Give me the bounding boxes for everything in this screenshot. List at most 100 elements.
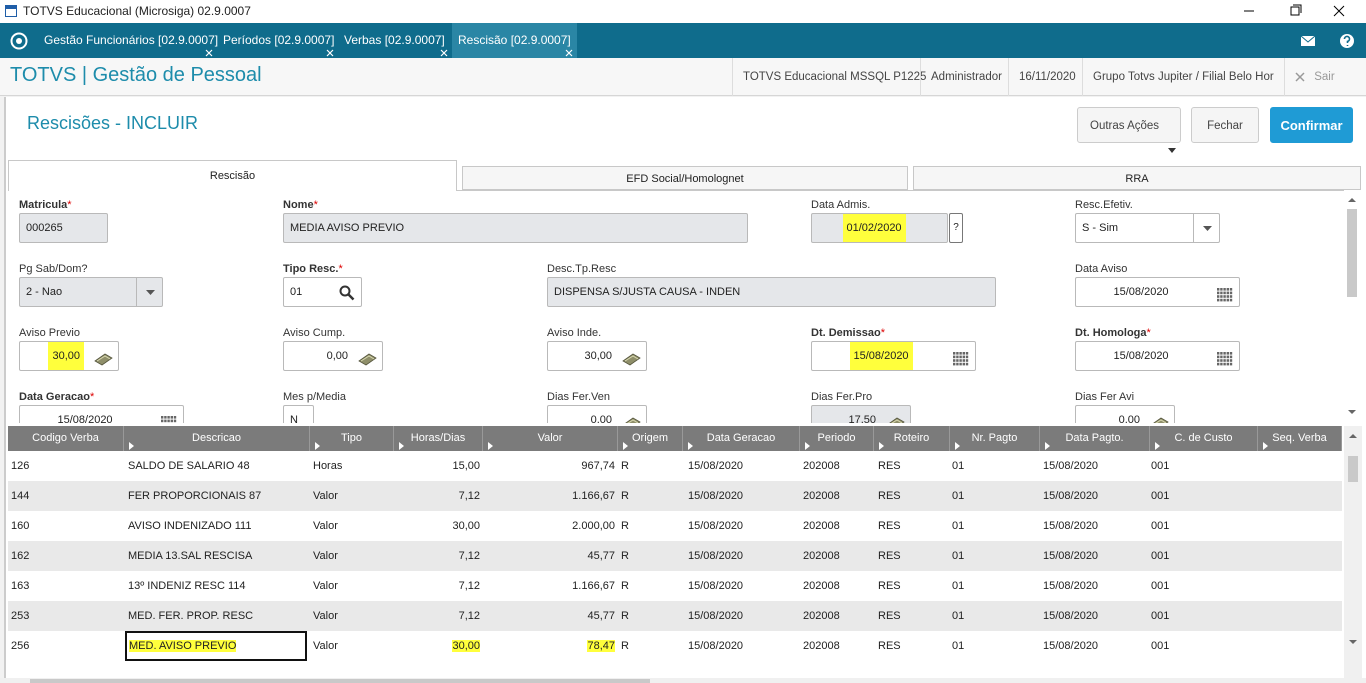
sort-arrow[interactable]: [1155, 435, 1160, 450]
search-icon[interactable]: [339, 284, 355, 301]
cell-text: 202008: [803, 520, 840, 532]
tab-close[interactable]: [440, 36, 448, 57]
label-text: Desc.Tp.Resc: [547, 263, 617, 275]
input-field[interactable]: 30,00: [547, 341, 647, 371]
input-field[interactable]: N: [283, 405, 314, 423]
form-scrollbar[interactable]: [1345, 193, 1359, 421]
grid-row[interactable]: 162 MEDIA 13.SAL RESCISA Valor 7,12 45,77 R 15…: [8, 541, 1342, 571]
column-header[interactable]: C. de Custo: [1150, 426, 1258, 451]
grid-cell: RES: [878, 631, 950, 661]
input-field[interactable]: 01: [283, 277, 362, 307]
sort-arrow[interactable]: [688, 435, 693, 450]
input-value: 2 - Nao: [26, 286, 63, 298]
column-header[interactable]: Data Pagto.: [1040, 426, 1150, 451]
column-header[interactable]: Descricao: [124, 426, 310, 451]
tab-close[interactable]: [326, 36, 334, 57]
grid-cell: 163: [11, 571, 124, 601]
column-header[interactable]: Nr. Pagto: [950, 426, 1040, 451]
sort-arrow[interactable]: [955, 435, 960, 450]
cell-text: 15,00: [452, 460, 480, 472]
form-tab[interactable]: RRA: [913, 166, 1361, 190]
exit-button[interactable]: Sair: [1284, 58, 1366, 96]
grid-row[interactable]: 160 AVISO INDENIZADO 111 Valor 30,00 2.000,0…: [8, 511, 1342, 541]
form-tab[interactable]: Rescisão: [8, 160, 457, 191]
grid-row[interactable]: 144 FER PROPORCIONAIS 87 Valor 7,12 1.166,67…: [8, 481, 1342, 511]
grid-cell: 253: [11, 601, 124, 631]
input-field[interactable]: 15/08/2020: [811, 341, 976, 371]
input-field[interactable]: 15/08/2020: [1075, 341, 1240, 371]
action-button[interactable]: Fechar: [1191, 107, 1259, 143]
column-header[interactable]: Origem: [618, 426, 683, 451]
calendar-icon[interactable]: [1217, 349, 1233, 366]
grid-row[interactable]: 163 13º INDENIZ RESC 114 Valor 7,12 1.166,67…: [8, 571, 1342, 601]
required-mark: *: [89, 391, 95, 403]
tab-close[interactable]: [205, 36, 213, 57]
grid-hscrollbar[interactable]: [0, 678, 1366, 683]
cell-text: Valor: [313, 580, 338, 592]
money-icon[interactable]: [93, 349, 113, 366]
money-icon[interactable]: [621, 349, 641, 366]
column-header[interactable]: Seq. Verba: [1258, 426, 1342, 451]
calendar-icon[interactable]: [161, 413, 177, 423]
cell-text: 15/08/2020: [688, 460, 744, 472]
action-button[interactable]: Outras Ações: [1077, 107, 1181, 153]
column-header[interactable]: Tipo: [310, 426, 394, 451]
input-field[interactable]: 0,00: [1075, 405, 1175, 423]
app-name: TOTVS | Gestão de Pessoal: [10, 64, 262, 86]
column-header[interactable]: Valor: [483, 426, 618, 451]
money-icon[interactable]: [885, 413, 905, 423]
menu-icon[interactable]: [10, 32, 28, 50]
money-icon[interactable]: [621, 413, 641, 423]
column-header[interactable]: Data Geracao: [683, 426, 800, 451]
sort-arrow[interactable]: [129, 435, 134, 450]
select-arrow[interactable]: [136, 278, 163, 306]
money-icon[interactable]: [357, 349, 377, 366]
cell-text: Valor: [313, 520, 338, 532]
tab[interactable]: Rescisão [02.9.0007]: [452, 23, 577, 72]
sort-arrow[interactable]: [805, 435, 810, 450]
tab[interactable]: Gestão Funcionários [02.9.0007]: [38, 23, 218, 58]
tab[interactable]: Verbas [02.9.0007]: [338, 23, 452, 58]
input-field[interactable]: 0,00: [283, 341, 383, 371]
column-header[interactable]: Roteiro: [874, 426, 950, 451]
input-field[interactable]: 0,00: [547, 405, 647, 423]
sort-arrow[interactable]: [1263, 435, 1268, 450]
grid-row[interactable]: 253 MED. FER. PROP. RESC Valor 7,12 45,77 R 15…: [8, 601, 1342, 631]
toolbar-icons[interactable]: [1300, 33, 1360, 49]
select-arrow[interactable]: [1193, 214, 1220, 242]
header-info: Grupo Totvs Jupiter / Filial Belo Hor: [1082, 58, 1274, 96]
grid-cell: MEDIA 13.SAL RESCISA: [128, 541, 310, 571]
input-field[interactable]: 15/08/2020: [1075, 277, 1240, 307]
active-tab-marker[interactable]: [458, 51, 473, 72]
sort-arrow[interactable]: [399, 435, 404, 450]
column-header[interactable]: Horas/Dias: [394, 426, 483, 451]
money-icon[interactable]: [1149, 413, 1169, 423]
sort-arrow[interactable]: [315, 435, 320, 450]
column-header[interactable]: Codigo Verba: [8, 426, 124, 451]
grid-row[interactable]: 126 SALDO DE SALARIO 48 Horas 15,00 967,74 R 1…: [8, 451, 1342, 481]
grid-scrollbar[interactable]: [1344, 426, 1362, 678]
input-field[interactable]: S - Sim: [1075, 213, 1220, 243]
grid-cell: [1261, 601, 1342, 631]
form-tab[interactable]: EFD Social/Homolognet: [462, 166, 908, 190]
action-button[interactable]: Confirmar: [1270, 107, 1353, 143]
grid-cell: Valor: [313, 481, 394, 511]
input-field[interactable]: 15/08/2020: [19, 405, 184, 423]
sort-arrow[interactable]: [623, 435, 628, 450]
dropdown-arrow[interactable]: [1168, 132, 1176, 153]
cell-text: RES: [878, 490, 901, 502]
grid-row[interactable]: 256 MED. AVISO PREVIO Valor 30,00 78,47 R 15/0…: [8, 631, 1342, 661]
sort-arrow[interactable]: [488, 435, 493, 450]
calendar-icon[interactable]: [953, 349, 969, 366]
cell-text: 202008: [803, 580, 840, 592]
sort-arrow[interactable]: [1045, 435, 1050, 450]
sort-arrow[interactable]: [879, 435, 884, 450]
window-controls[interactable]: [1230, 0, 1366, 23]
tab-close[interactable]: [565, 36, 573, 57]
help-button[interactable]: ?: [949, 213, 963, 243]
tab[interactable]: Períodos [02.9.0007]: [217, 23, 338, 58]
input-field[interactable]: 30,00: [19, 341, 119, 371]
label-text: Aviso Inde.: [547, 327, 602, 339]
calendar-icon[interactable]: [1217, 285, 1233, 302]
column-header[interactable]: Periodo: [800, 426, 874, 451]
